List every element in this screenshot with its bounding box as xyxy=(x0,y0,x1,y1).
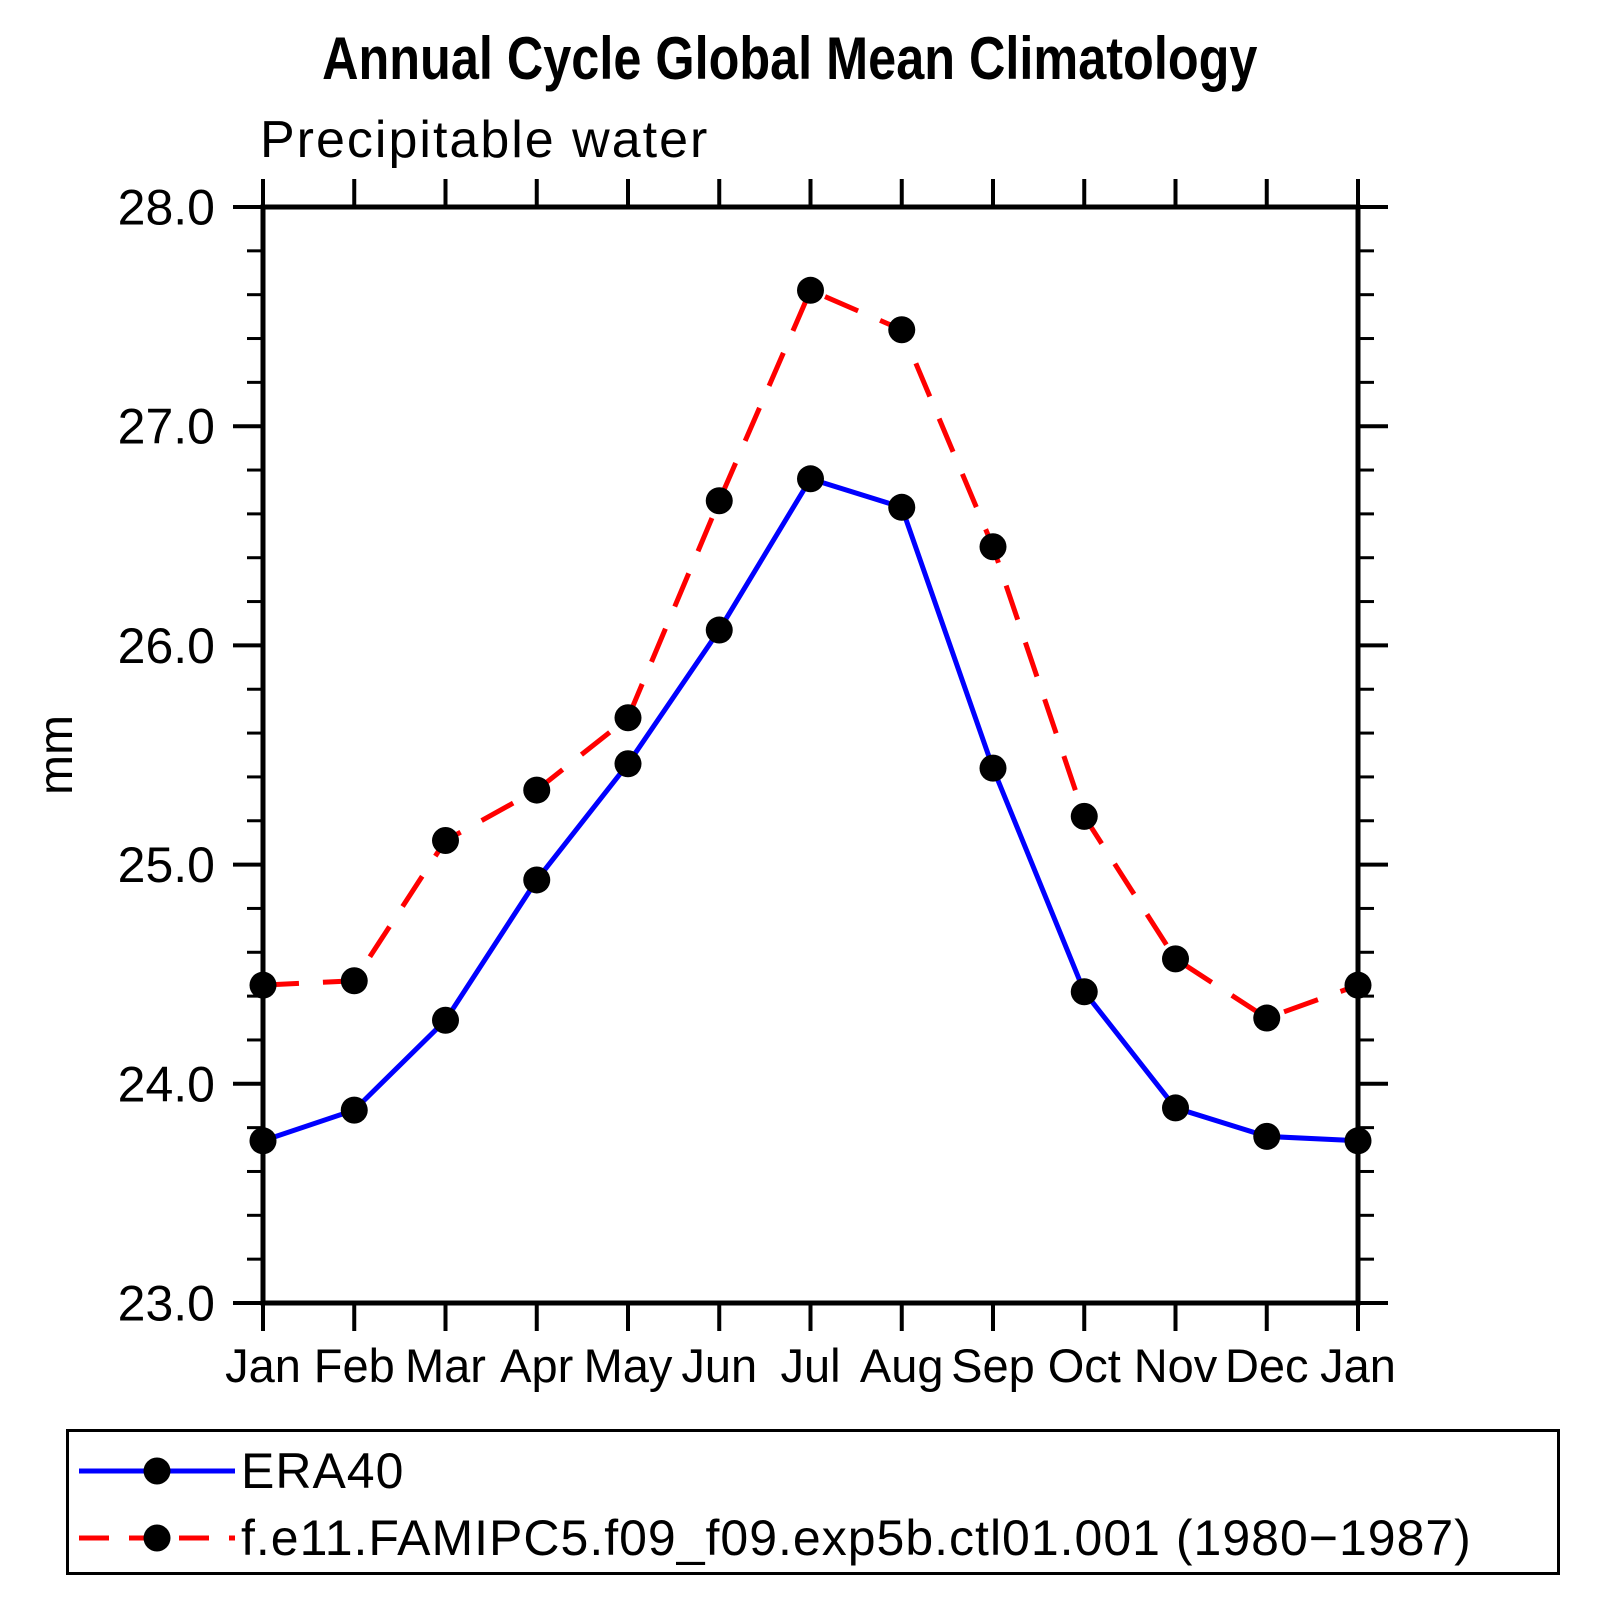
data-point xyxy=(1070,802,1098,830)
series-line-0 xyxy=(262,475,1359,1144)
x-tick-label: Jan xyxy=(1320,1339,1396,1392)
data-point xyxy=(979,533,1007,561)
data-point xyxy=(979,754,1007,782)
data-point xyxy=(340,1096,368,1124)
model-line-sample xyxy=(79,1524,235,1552)
data-point xyxy=(1162,945,1189,973)
data-point xyxy=(1344,971,1372,999)
data-point xyxy=(705,487,733,515)
data-point xyxy=(614,704,642,732)
chart-title: Annual Cycle Global Mean Climatology xyxy=(322,25,1258,92)
data-point xyxy=(797,465,824,493)
data-point xyxy=(705,616,733,644)
legend-label-model: f.e11.FAMIPC5.f09_f09.exp5b.ctl01.001 (1… xyxy=(241,1510,1472,1566)
data-point xyxy=(1070,978,1098,1006)
y-tick-label: 28.0 xyxy=(118,180,215,236)
x-tick-label: Aug xyxy=(860,1339,944,1392)
data-point xyxy=(614,750,642,778)
y-axis-unit-label: mm xyxy=(30,715,83,795)
data-point xyxy=(888,493,916,521)
y-tick-label: 24.0 xyxy=(118,1056,215,1112)
era40-line-sample xyxy=(79,1457,235,1485)
series-line-1 xyxy=(262,287,1359,1021)
data-point xyxy=(523,776,551,804)
data-point xyxy=(888,316,916,344)
legend-box: ERA40 f.e11.FAMIPC5.f09_f09.exp5b.ctl01.… xyxy=(66,1429,1560,1575)
x-tick-label: Sep xyxy=(951,1339,1035,1392)
x-tick-label: Jun xyxy=(681,1339,757,1392)
data-point xyxy=(1253,1004,1281,1032)
y-tick-label: 27.0 xyxy=(118,399,215,455)
legend-label-era40: ERA40 xyxy=(241,1443,405,1499)
data-point xyxy=(797,276,824,304)
x-tick-label: Oct xyxy=(1048,1339,1121,1392)
data-point xyxy=(1253,1122,1281,1150)
x-tick-label: Dec xyxy=(1225,1339,1309,1392)
data-point xyxy=(523,866,551,894)
x-tick-label: May xyxy=(584,1339,673,1392)
data-point xyxy=(432,1006,459,1034)
data-point xyxy=(1344,1127,1372,1155)
x-tick-label: Feb xyxy=(314,1339,395,1392)
y-tick-label: 26.0 xyxy=(118,618,215,674)
chart-subtitle: Precipitable water xyxy=(260,111,710,169)
plot-border xyxy=(260,204,1361,1306)
x-tick-label: Jul xyxy=(780,1339,840,1392)
legend-item-era40: ERA40 xyxy=(73,1446,404,1496)
legend-item-model: f.e11.FAMIPC5.f09_f09.exp5b.ctl01.001 (1… xyxy=(73,1513,1472,1563)
x-tick-label: Mar xyxy=(405,1339,486,1392)
data-point xyxy=(249,971,277,999)
y-tick-label: 23.0 xyxy=(118,1276,215,1332)
x-tick-label: Nov xyxy=(1134,1339,1218,1392)
data-point xyxy=(249,1127,277,1155)
data-point xyxy=(432,826,459,854)
data-point xyxy=(340,967,368,995)
x-tick-label: Apr xyxy=(500,1339,573,1392)
data-point xyxy=(1162,1094,1189,1122)
x-tick-label: Jan xyxy=(225,1339,301,1392)
y-tick-label: 25.0 xyxy=(118,837,215,893)
